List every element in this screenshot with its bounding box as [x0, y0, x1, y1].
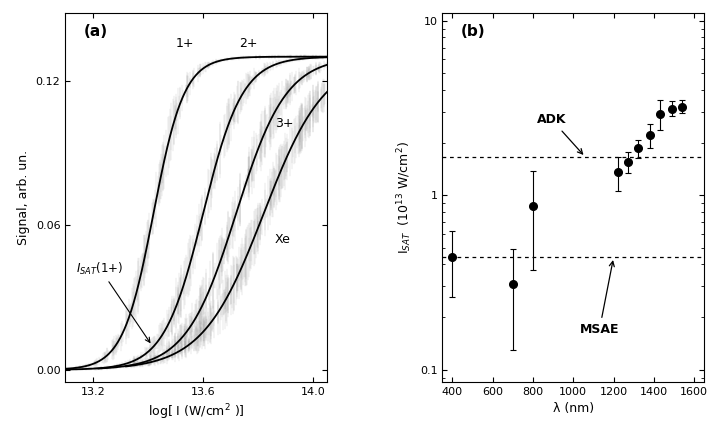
- Text: 2+: 2+: [239, 37, 258, 51]
- Text: (b): (b): [461, 24, 486, 40]
- Text: ADK: ADK: [537, 113, 582, 154]
- Y-axis label: I$_{SAT}$  (10$^{13}$ W/cm$^{2}$): I$_{SAT}$ (10$^{13}$ W/cm$^{2}$): [396, 141, 415, 254]
- Text: 1+: 1+: [176, 37, 194, 51]
- Text: $I_{SAT}$(1+): $I_{SAT}$(1+): [76, 261, 150, 342]
- X-axis label: log[ I (W/cm$^{2}$ )]: log[ I (W/cm$^{2}$ )]: [148, 402, 245, 422]
- Text: (a): (a): [83, 24, 107, 40]
- Text: 3+: 3+: [275, 117, 293, 130]
- Text: MSAE: MSAE: [580, 262, 619, 336]
- X-axis label: λ (nm): λ (nm): [552, 402, 594, 415]
- Y-axis label: Signal, arb. un.: Signal, arb. un.: [17, 150, 30, 245]
- Text: Xe: Xe: [275, 233, 290, 246]
